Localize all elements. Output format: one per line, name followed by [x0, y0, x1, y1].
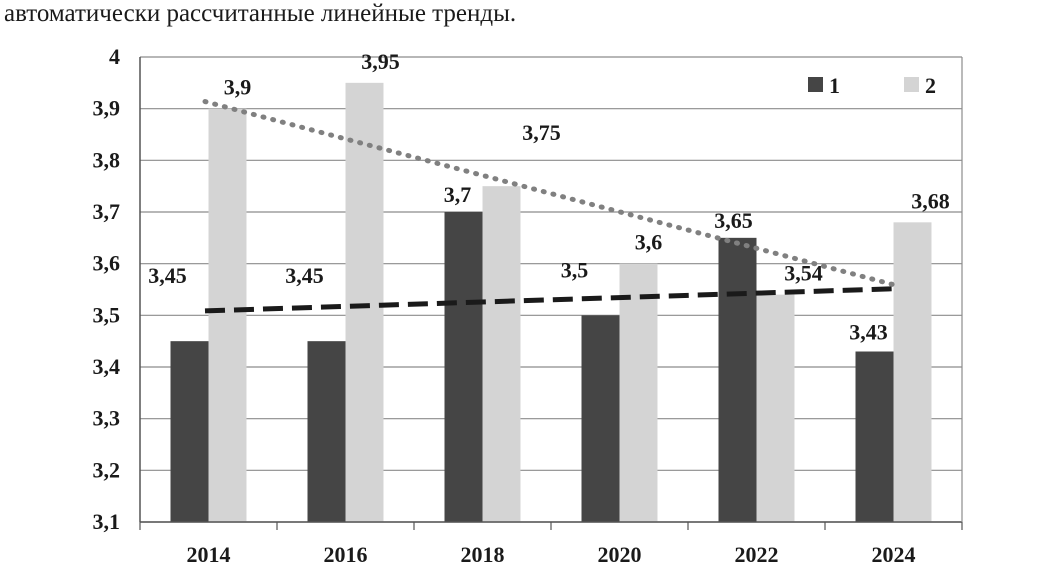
- data-label: 3,95: [361, 49, 400, 74]
- y-tick-label: 3,4: [93, 354, 121, 379]
- x-tick-label: 2024: [872, 542, 916, 567]
- y-tick-label: 3,7: [93, 199, 121, 224]
- data-label: 3,45: [285, 263, 324, 288]
- bar-series-1: [718, 237, 757, 523]
- legend-label-2: 2: [925, 73, 936, 98]
- trendlines: [202, 99, 896, 314]
- data-label: 3,7: [444, 182, 472, 207]
- caption-text: автоматически рассчитанные линейные трен…: [4, 0, 517, 27]
- bar-series-1: [855, 351, 894, 522]
- data-label: 3,65: [714, 208, 753, 233]
- y-tick-label: 3,8: [93, 147, 121, 172]
- bar-series-2: [756, 294, 795, 522]
- y-tick-label: 3,1: [93, 509, 121, 534]
- y-tick-label: 3,3: [93, 406, 121, 431]
- trendline-series-2: [202, 99, 896, 288]
- bar-series-2: [619, 263, 658, 522]
- bar-series-2: [893, 222, 932, 523]
- bar-series-1: [444, 212, 483, 522]
- data-label: 3,6: [635, 230, 663, 255]
- axes: 3,1 3,2 3,3 3,4 3,5 3,6 3,7 3,8 3,9 4 2014 2016 2018…: [93, 44, 963, 567]
- x-tick-label: 2018: [461, 542, 505, 567]
- data-label: 3,54: [784, 261, 823, 286]
- bars: [170, 82, 932, 523]
- bar-series-2: [482, 186, 521, 522]
- data-label: 3,9: [224, 75, 252, 100]
- data-label: 3,68: [911, 188, 950, 213]
- legend-swatch-1: [808, 77, 823, 92]
- x-tick-label: 2020: [598, 542, 642, 567]
- x-tick-label: 2014: [187, 542, 231, 567]
- gridlines: [140, 56, 962, 523]
- data-label: 3,5: [561, 257, 589, 282]
- data-labels: 3,45 3,45 3,7 3,5 3,65 3,43 3,9 3,95 3,75 3,6 3,54…: [148, 49, 950, 345]
- y-tick-label: 3,5: [93, 302, 121, 327]
- y-tick-label: 3,2: [93, 457, 121, 482]
- bar-series-2: [208, 108, 247, 523]
- y-tick-label: 3,6: [93, 251, 121, 276]
- data-label: 3,45: [148, 263, 187, 288]
- bar-series-1: [307, 341, 346, 522]
- bar-series-2: [345, 82, 384, 522]
- data-label: 3,75: [522, 120, 561, 145]
- data-label: 3,43: [849, 320, 888, 345]
- y-tick-label: 3,9: [93, 96, 121, 121]
- legend-label-1: 1: [829, 73, 840, 98]
- x-tick-label: 2022: [735, 542, 779, 567]
- bar-series-1: [581, 315, 620, 522]
- y-tick-label: 4: [109, 44, 120, 69]
- legend-swatch-2: [904, 77, 919, 92]
- x-tick-label: 2016: [324, 542, 368, 567]
- bar-series-1: [170, 341, 209, 522]
